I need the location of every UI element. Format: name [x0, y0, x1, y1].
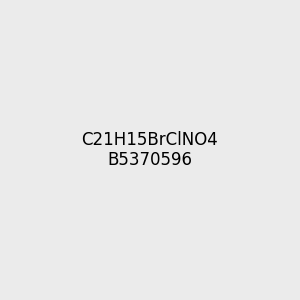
Text: C21H15BrClNO4
B5370596: C21H15BrClNO4 B5370596 [82, 130, 218, 170]
